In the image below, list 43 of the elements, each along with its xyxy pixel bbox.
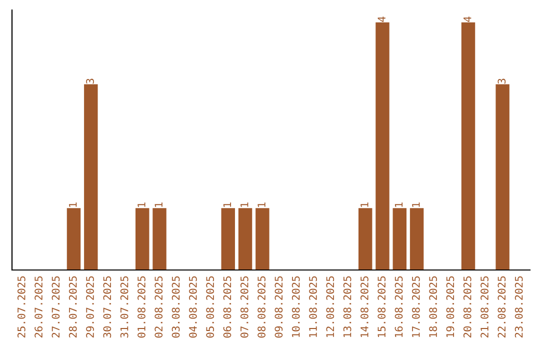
x-tick-label: 29.07.2025 xyxy=(86,276,94,338)
x-tick-label: 31.07.2025 xyxy=(120,276,128,338)
x-tick-label: 25.07.2025 xyxy=(17,276,26,338)
x-tick-label: 04.08.2025 xyxy=(188,276,197,338)
x-tick-label: 15.08.2025 xyxy=(378,276,386,338)
x-tick-label: 06.08.2025 xyxy=(223,276,232,338)
data-label: 1 xyxy=(360,202,368,207)
x-tick-label: 10.08.2025 xyxy=(292,276,300,338)
data-label: 3 xyxy=(86,78,94,84)
x-tick-label: 26.07.2025 xyxy=(34,276,42,338)
x-tick-label: 27.07.2025 xyxy=(52,276,60,338)
x-tick-label: 16.08.2025 xyxy=(394,276,403,338)
data-label: 4 xyxy=(464,16,472,22)
x-tick-label: 21.08.2025 xyxy=(480,276,488,338)
x-tick-label: 02.08.2025 xyxy=(154,276,163,338)
x-tick-label: 05.08.2025 xyxy=(206,276,214,338)
x-tick-label: 11.08.2025 xyxy=(309,276,317,338)
data-label: 1 xyxy=(69,202,77,207)
x-tick-label: 12.08.2025 xyxy=(326,276,334,338)
data-label: 1 xyxy=(394,202,403,207)
data-label: 1 xyxy=(223,202,232,207)
x-tick-label: 19.08.2025 xyxy=(446,276,454,338)
x-tick-label: 17.08.2025 xyxy=(412,276,420,338)
x-tick-label: 30.07.2025 xyxy=(103,276,112,338)
x-tick-label: 08.08.2025 xyxy=(258,276,266,338)
data-label: 4 xyxy=(378,16,386,22)
data-label: 1 xyxy=(412,202,420,207)
data-label: 1 xyxy=(138,202,146,207)
x-tick-label: 20.08.2025 xyxy=(463,276,472,338)
data-label: 3 xyxy=(498,78,506,84)
x-tick-label: 28.07.2025 xyxy=(68,276,77,338)
x-tick-label: 09.08.2025 xyxy=(274,276,283,338)
x-tick-label: 13.08.2025 xyxy=(343,276,352,338)
x-tick-label: 14.08.2025 xyxy=(360,276,368,338)
x-tick-label: 03.08.2025 xyxy=(172,276,180,338)
x-tick-label: 18.08.2025 xyxy=(429,276,437,338)
x-tick-label: 23.08.2025 xyxy=(514,276,523,338)
x-tick-label: 07.08.2025 xyxy=(240,276,248,338)
data-label: 1 xyxy=(258,202,266,207)
x-tick-label: 22.08.2025 xyxy=(498,276,506,338)
data-label: 1 xyxy=(154,202,162,207)
x-tick-label: 01.08.2025 xyxy=(138,276,146,338)
data-label: 1 xyxy=(240,202,248,207)
